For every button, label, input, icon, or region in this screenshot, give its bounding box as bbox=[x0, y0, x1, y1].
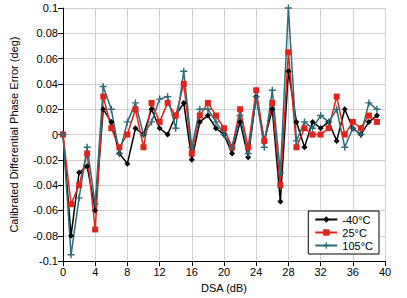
svg-text:0.02: 0.02 bbox=[37, 103, 58, 115]
svg-text:0: 0 bbox=[60, 266, 66, 278]
svg-text:25°C: 25°C bbox=[342, 227, 367, 239]
svg-text:0.1: 0.1 bbox=[43, 2, 58, 14]
svg-text:-0.08: -0.08 bbox=[33, 230, 58, 242]
svg-text:24: 24 bbox=[250, 266, 262, 278]
svg-text:32: 32 bbox=[314, 266, 326, 278]
svg-text:Calibrated Differential Phase: Calibrated Differential Phase Error (deg… bbox=[8, 37, 20, 233]
svg-text:4: 4 bbox=[92, 266, 98, 278]
svg-text:40: 40 bbox=[379, 266, 391, 278]
svg-text:8: 8 bbox=[124, 266, 130, 278]
svg-text:12: 12 bbox=[153, 266, 165, 278]
svg-text:28: 28 bbox=[282, 266, 294, 278]
svg-text:-0.06: -0.06 bbox=[33, 204, 58, 216]
svg-text:0.08: 0.08 bbox=[37, 27, 58, 39]
svg-text:0.06: 0.06 bbox=[37, 53, 58, 65]
svg-text:DSA (dB): DSA (dB) bbox=[201, 282, 247, 294]
svg-text:-0.1: -0.1 bbox=[39, 255, 58, 267]
svg-text:20: 20 bbox=[218, 266, 230, 278]
svg-text:0.04: 0.04 bbox=[37, 78, 58, 90]
svg-text:-40°C: -40°C bbox=[342, 214, 370, 226]
svg-text:36: 36 bbox=[347, 266, 359, 278]
svg-text:105°C: 105°C bbox=[342, 240, 373, 252]
svg-text:-0.02: -0.02 bbox=[33, 154, 58, 166]
svg-text:16: 16 bbox=[186, 266, 198, 278]
svg-text:-0.04: -0.04 bbox=[33, 179, 58, 191]
svg-text:0: 0 bbox=[52, 129, 58, 141]
